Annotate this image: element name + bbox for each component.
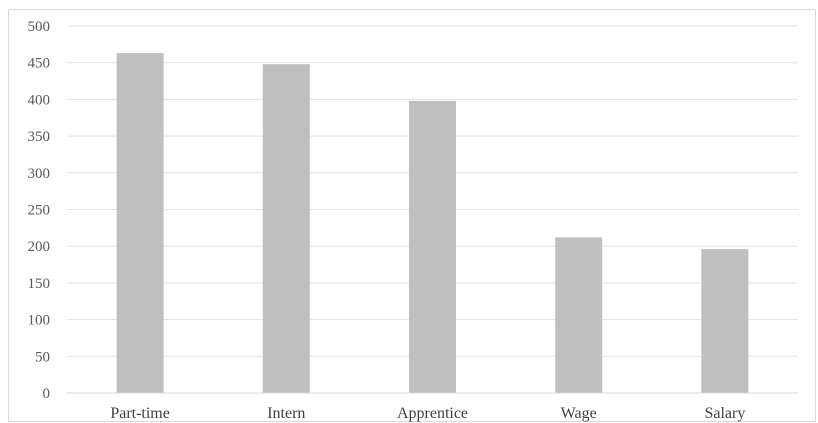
y-tick-label: 50: [35, 349, 50, 365]
bars: [116, 53, 749, 394]
y-tick-label: 250: [28, 203, 51, 219]
bar-apprentice: [409, 100, 456, 394]
y-tick-label: 350: [28, 129, 51, 145]
y-tick-label: 150: [28, 276, 51, 292]
bar-intern: [262, 64, 310, 393]
y-tick-label: 0: [43, 386, 51, 402]
x-axis-ticks: Part-time Intern Apprentice Wage Salary: [110, 405, 745, 422]
y-tick-label: 200: [28, 239, 51, 255]
y-tick-label: 500: [28, 19, 51, 35]
x-tick-label: Apprentice: [397, 405, 468, 422]
bar-part-time: [116, 53, 164, 394]
x-tick-label: Wage: [561, 405, 597, 422]
y-tick-label: 100: [28, 313, 51, 329]
gridlines: [67, 25, 798, 357]
y-axis-ticks: 0 50 100 150 200 250 300 350 400 450 500: [28, 19, 51, 402]
x-tick-label: Intern: [267, 405, 305, 422]
y-tick-label: 300: [28, 166, 51, 182]
bar-wage: [555, 237, 603, 393]
y-tick-label: 400: [28, 92, 51, 108]
x-tick-label: Part-time: [110, 405, 170, 422]
bar-salary: [701, 249, 749, 393]
y-tick-label: 450: [28, 56, 51, 72]
x-tick-label: Salary: [704, 405, 745, 422]
